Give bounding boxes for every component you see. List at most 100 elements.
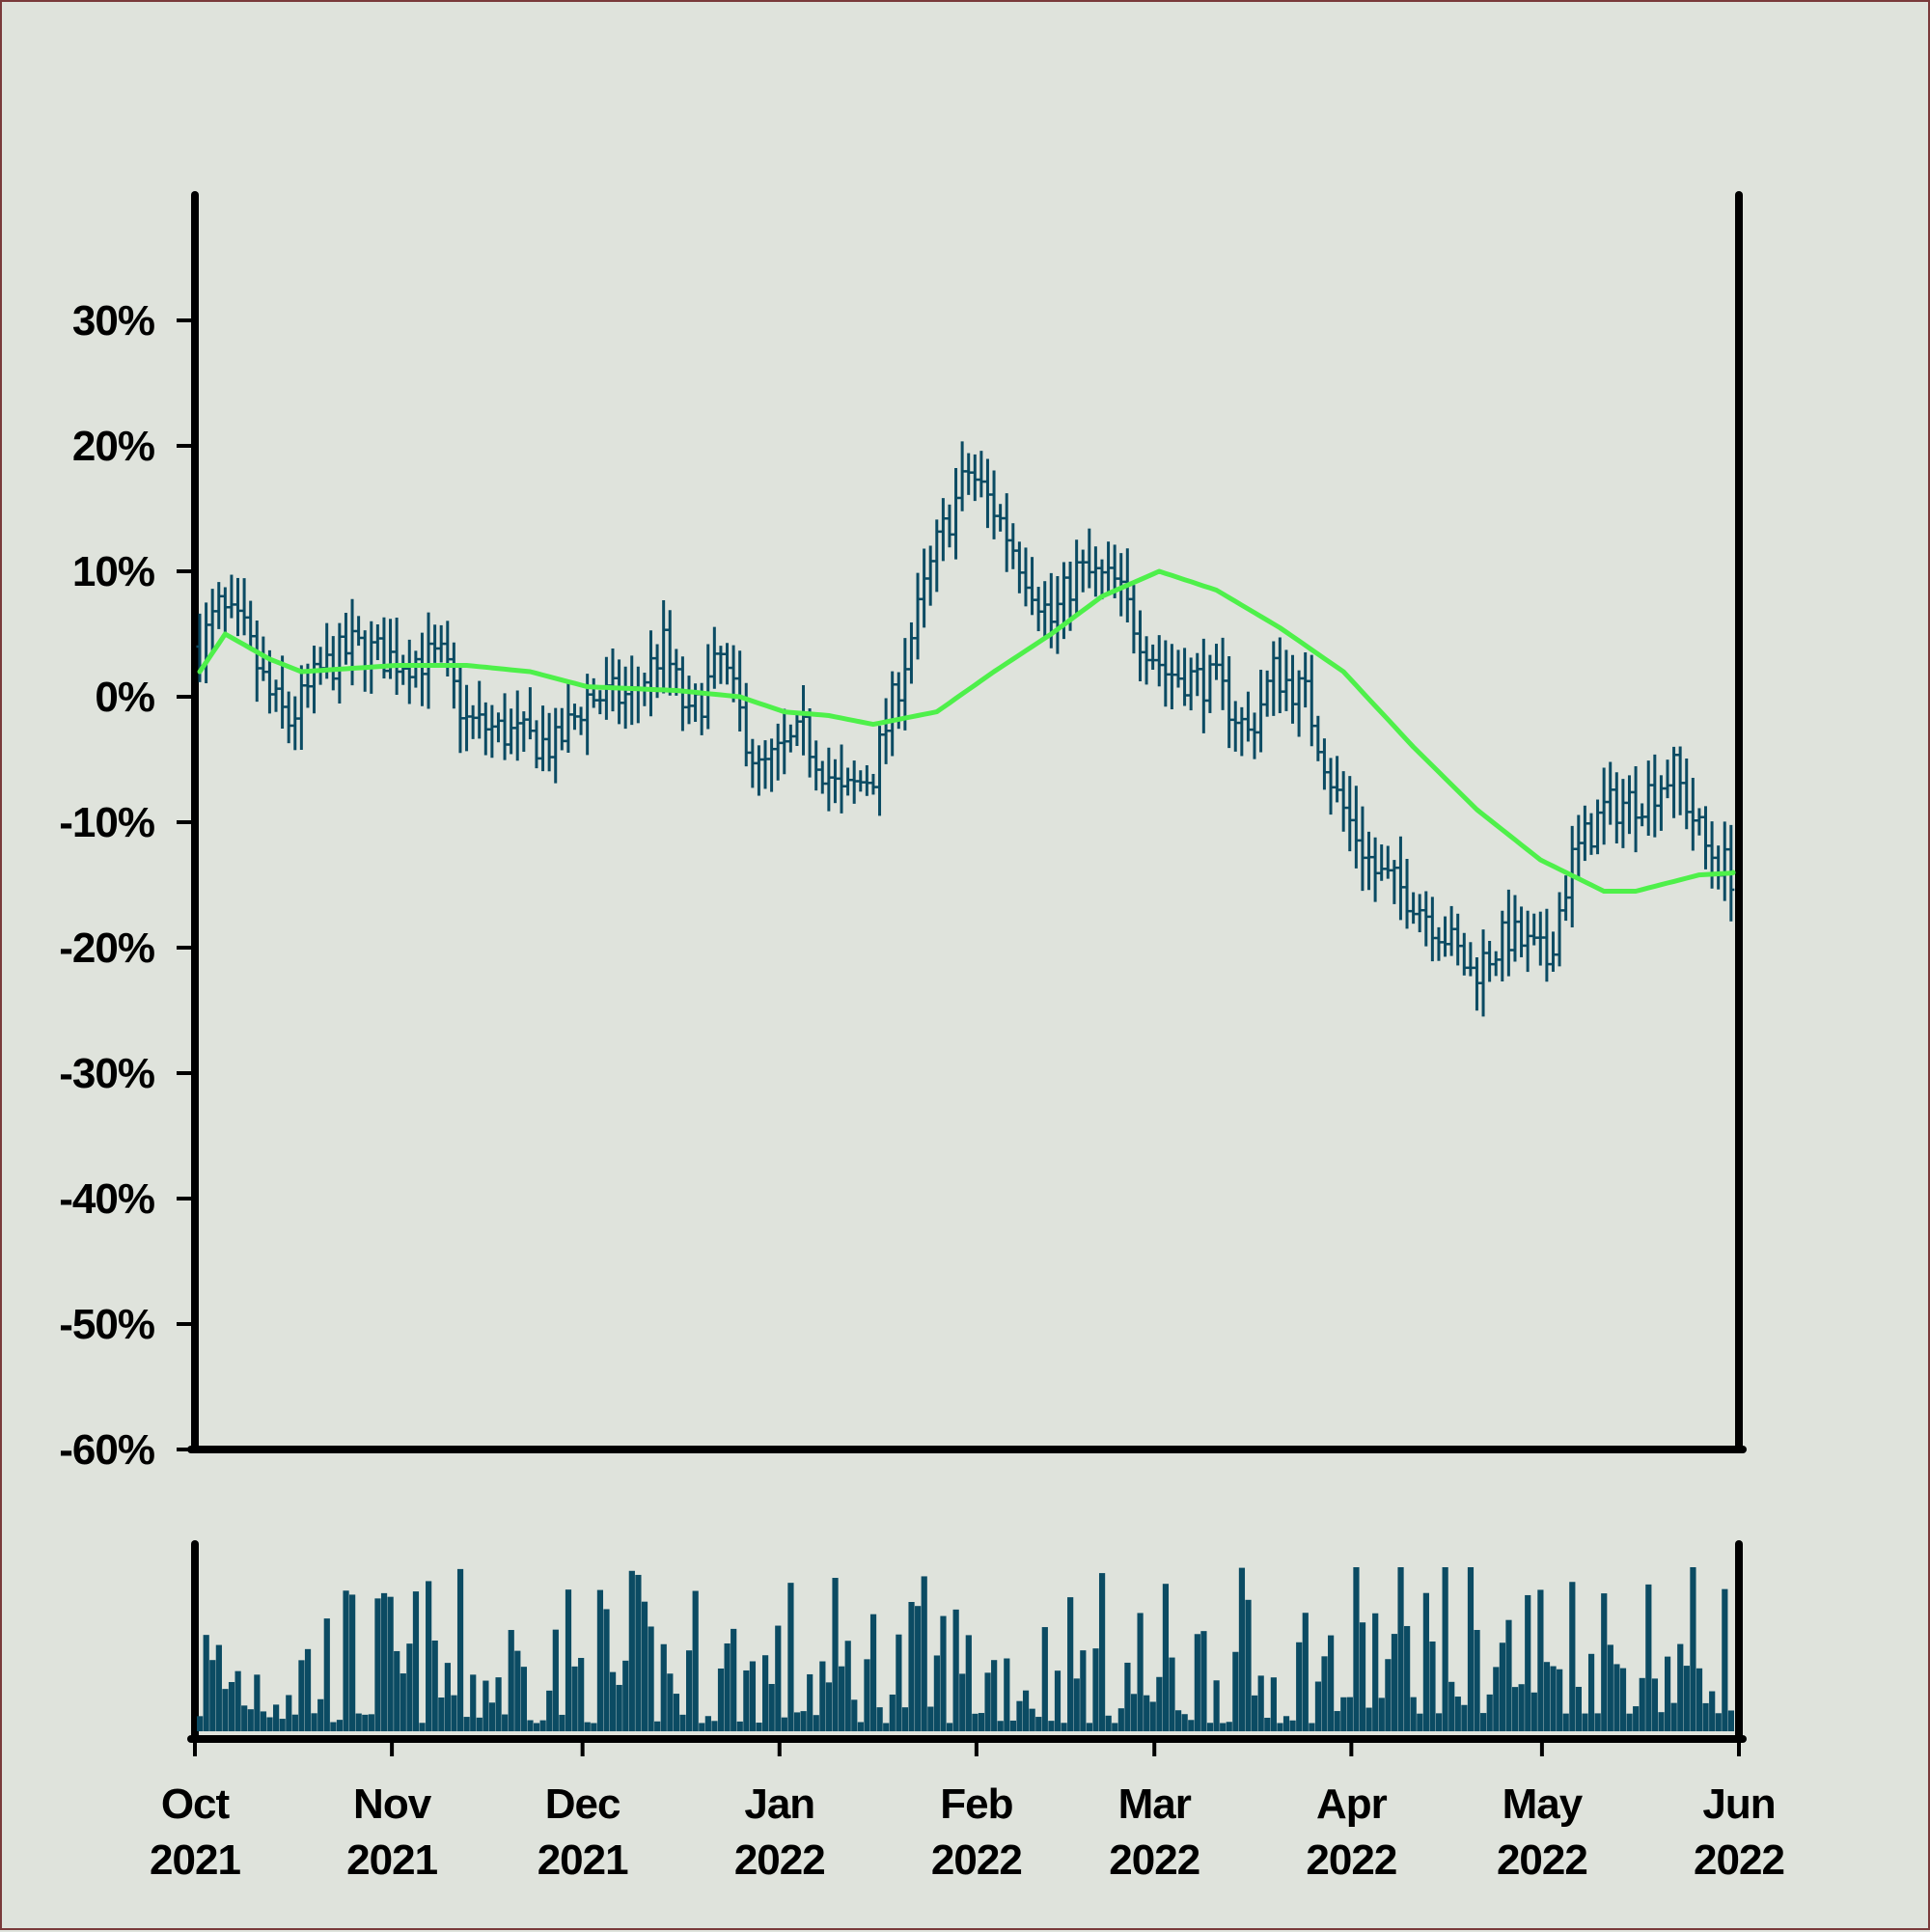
ohlc-bar: [469, 704, 477, 739]
volume-bar: [1041, 1627, 1048, 1731]
volume-bar: [1562, 1713, 1569, 1731]
ohlc-bar: [1689, 778, 1696, 851]
ohlc-bar: [1651, 754, 1659, 838]
volume-bar: [1626, 1713, 1633, 1731]
volume-bar: [330, 1722, 337, 1731]
volume-bar: [1169, 1657, 1175, 1731]
volume-bar: [851, 1699, 858, 1731]
volume-bar: [209, 1660, 216, 1731]
ohlc-bar: [1708, 821, 1716, 889]
ohlc-bar: [482, 702, 489, 756]
ohlc-bar: [1041, 581, 1049, 641]
volume-bar: [273, 1704, 280, 1731]
ohlc-bar: [513, 690, 521, 761]
volume-bar: [488, 1702, 496, 1731]
ohlc-bar: [813, 740, 820, 791]
ohlc-bar: [1352, 786, 1360, 869]
volume-bar: [667, 1673, 674, 1731]
volume-bar: [1448, 1681, 1455, 1731]
ohlc-bar: [1492, 951, 1500, 977]
volume-bar: [704, 1716, 711, 1731]
ohlc-bar: [1009, 523, 1017, 569]
ohlc-bar: [1308, 654, 1315, 747]
ohlc-bar: [545, 712, 553, 772]
ohlc-bar: [939, 498, 947, 562]
volume-bar: [1035, 1717, 1042, 1731]
x-tick-year: 2021: [538, 1836, 628, 1884]
ohlc-bar: [710, 626, 718, 689]
volume-bar: [933, 1655, 940, 1731]
ohlc-bar: [1226, 656, 1233, 749]
volume-bar: [400, 1673, 406, 1731]
ohlc-bar: [673, 649, 680, 696]
ohlc-bar: [1581, 805, 1588, 862]
volume-bar: [1417, 1713, 1423, 1731]
ohlc-bar: [971, 454, 979, 502]
y-tick-label: -60%: [59, 1426, 154, 1474]
volume-bar: [1435, 1713, 1443, 1731]
ohlc-bar: [889, 671, 896, 757]
volume-bar: [756, 1723, 762, 1731]
volume-bar: [559, 1714, 565, 1731]
volume-bar: [946, 1723, 953, 1731]
x-tick-year: 2021: [346, 1836, 437, 1884]
volume-bar: [1188, 1720, 1195, 1731]
ohlc-bar: [437, 624, 445, 663]
ohlc-bar: [1639, 803, 1646, 827]
y-tick-label: -30%: [59, 1050, 154, 1097]
volume-bar: [1391, 1634, 1398, 1731]
volume-bar: [260, 1711, 267, 1731]
ohlc-bar: [215, 582, 223, 629]
ohlc-bar: [1587, 813, 1595, 855]
ohlc-bar: [1460, 932, 1468, 976]
ohlc-bar: [990, 470, 998, 539]
ohlc-bar: [882, 698, 890, 764]
ohlc-bar: [1091, 546, 1099, 597]
volume-bar: [1385, 1659, 1392, 1731]
ohlc-bar: [1079, 549, 1087, 593]
volume-bar: [368, 1714, 374, 1731]
volume-bar: [476, 1717, 482, 1731]
volume-bar: [1569, 1582, 1576, 1731]
volume-bar: [1683, 1666, 1690, 1731]
volume-bar: [1550, 1666, 1557, 1731]
volume-bar: [1302, 1613, 1309, 1731]
volume-bar: [394, 1650, 400, 1731]
ohlc-bar: [1403, 858, 1411, 929]
volume-bar: [819, 1661, 826, 1731]
volume-bar: [380, 1592, 388, 1731]
ohlc-bar: [838, 744, 845, 814]
volume-bar: [654, 1721, 661, 1731]
volume-bar: [228, 1681, 235, 1731]
volume-bar: [1613, 1664, 1620, 1731]
ohlc-bar: [1334, 756, 1341, 803]
ohlc-bar: [1524, 910, 1531, 973]
volume-bar: [711, 1721, 718, 1731]
volume-bar: [901, 1707, 909, 1731]
volume-bar: [1162, 1584, 1170, 1731]
volume-bar: [807, 1673, 813, 1731]
volume-bar: [869, 1614, 877, 1731]
ohlc-bar: [1410, 892, 1418, 925]
volume-bar: [438, 1697, 445, 1731]
ohlc-bar: [1416, 894, 1423, 933]
volume-bar: [222, 1689, 229, 1731]
volume-bar: [1252, 1695, 1258, 1731]
ohlc-bar: [1098, 559, 1106, 600]
ohlc-bar: [1625, 775, 1633, 835]
volume-bar: [908, 1601, 915, 1731]
ohlc-bar: [1396, 836, 1404, 921]
volume-bar: [1378, 1697, 1385, 1731]
ohlc-bar: [1486, 940, 1494, 982]
y-tick-label: -10%: [59, 799, 154, 846]
volume-bar: [1105, 1715, 1112, 1731]
x-tick-year: 2022: [1497, 1836, 1587, 1884]
volume-bar: [444, 1663, 451, 1731]
ohlc-bar: [978, 451, 985, 498]
ohlc-bar: [1181, 648, 1189, 706]
ohlc-bar: [616, 659, 623, 725]
volume-bar: [1480, 1713, 1487, 1731]
price-panel: 30% 20% 10% 0% -10% -20% -30% -40% -50% -60%: [59, 191, 1747, 1474]
volume-bar: [927, 1706, 934, 1731]
volume-bar: [451, 1695, 457, 1731]
